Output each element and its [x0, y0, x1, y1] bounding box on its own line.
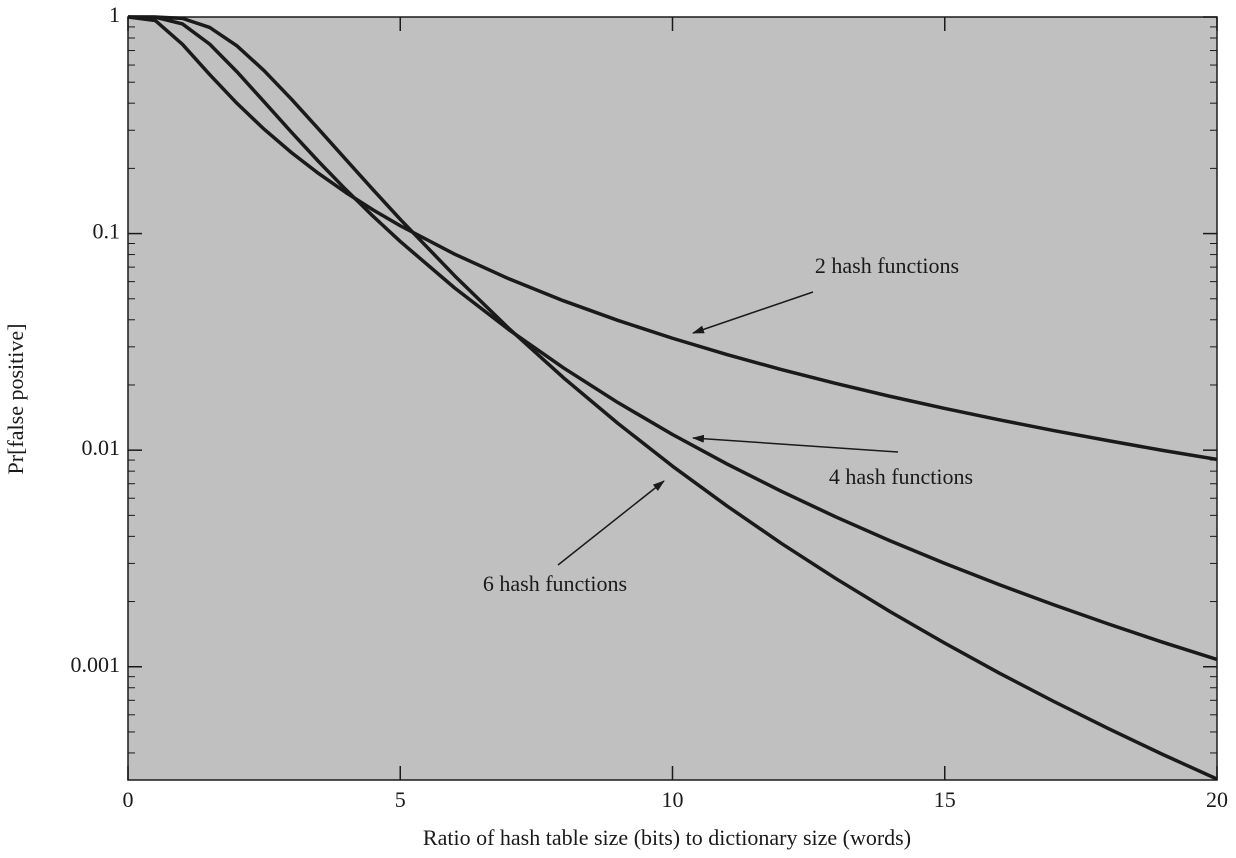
annotation-arrow: [692, 434, 899, 453]
y-tick-label: 0.001: [71, 652, 121, 677]
y-tick-label: 0.01: [82, 435, 121, 460]
annotation-arrow: [692, 291, 814, 334]
plot-area: [127, 16, 1218, 781]
x-tick-label: 15: [934, 787, 956, 812]
y-tick-label: 0.1: [93, 219, 121, 244]
x-tick-label: 10: [662, 787, 684, 812]
line-series: [128, 15, 1217, 781]
series-label: 6 hash functions: [483, 571, 627, 596]
series-label: 2 hash functions: [815, 253, 959, 278]
annotation-arrow: [557, 480, 665, 566]
line-series: [128, 15, 1217, 662]
y-axis-label: Pr[false positive]: [3, 324, 28, 475]
line-series: [128, 15, 1217, 462]
y-tick-label: 1: [109, 2, 120, 27]
x-tick-label: 20: [1206, 787, 1228, 812]
x-tick-label: 0: [123, 787, 134, 812]
x-tick-label: 5: [395, 787, 406, 812]
series-label: 4 hash functions: [829, 464, 973, 489]
x-axis-label: Ratio of hash table size (bits) to dicti…: [423, 825, 911, 850]
